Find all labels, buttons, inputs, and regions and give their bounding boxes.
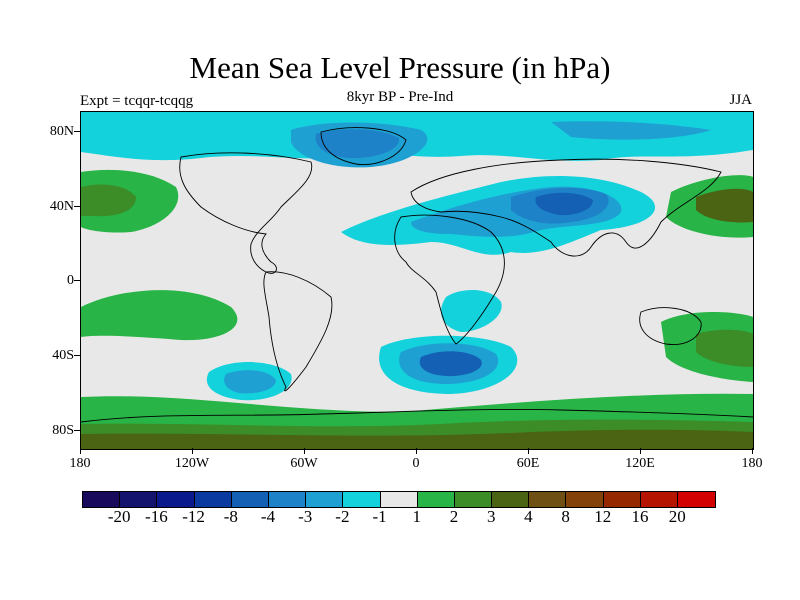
y-tick-label: 40N <box>49 199 74 214</box>
anomaly-map <box>81 112 753 449</box>
anomaly-region-np-east-core <box>81 184 136 217</box>
anomaly-region-africa-south <box>441 290 502 332</box>
colorbar-label: -2 <box>335 507 350 526</box>
colorbar-label: 1 <box>412 507 422 526</box>
coast-greenland <box>320 127 407 165</box>
anomaly-region-np-west-core <box>696 188 753 223</box>
y-tick-mark <box>74 430 80 431</box>
colorbar-box <box>566 492 604 507</box>
colorbar-label: -4 <box>260 507 276 526</box>
x-tick-mark <box>192 448 193 454</box>
coast-australia <box>639 307 702 345</box>
coast-europe-asia <box>410 158 722 257</box>
map-subtitle: 8kyr BP - Pre-Ind <box>346 89 454 105</box>
colorbar-label: -16 <box>145 507 168 526</box>
anomaly-region-arctic-core <box>551 121 711 140</box>
map-plot-area <box>80 111 754 450</box>
colorbar-box <box>231 492 269 507</box>
colorbar-label: 4 <box>524 507 533 526</box>
colorbar-label: -20 <box>107 507 131 526</box>
x-tick-label: 180 <box>741 456 763 471</box>
x-tick-label: 0 <box>412 456 420 471</box>
colorbar-box <box>157 492 195 507</box>
colorbar-box <box>343 492 381 507</box>
colorbar-box <box>306 492 344 507</box>
colorbar-box <box>492 492 530 507</box>
coast-africa <box>394 214 505 345</box>
colorbar-box <box>454 492 493 507</box>
colorbar-label: 2 <box>449 507 459 526</box>
colorbar-label: 3 <box>486 507 496 526</box>
anomaly-region-se-pacific-core <box>224 370 276 394</box>
x-tick-label: 180 <box>69 456 91 471</box>
colorbar-box <box>120 492 158 507</box>
x-tick-label: 120W <box>174 456 210 471</box>
colorbar-box <box>268 492 307 507</box>
anomaly-region-south-pacific <box>81 290 238 341</box>
colorbar-label: 8 <box>561 507 570 526</box>
x-tick-mark <box>528 448 529 454</box>
colorbar-box <box>529 492 567 507</box>
anomaly-region-asia-deep <box>535 192 593 216</box>
x-tick-mark <box>304 448 305 454</box>
y-tick-mark <box>74 280 80 281</box>
y-tick-label: 0 <box>67 273 74 288</box>
experiment-label: Expt = tcqqr-tcqqg <box>80 93 194 109</box>
x-tick-label: 60W <box>290 456 318 471</box>
x-tick-mark <box>416 448 417 454</box>
y-tick-mark <box>74 206 80 207</box>
y-tick-label: 40S <box>52 348 74 363</box>
colorbar-label: 20 <box>668 507 686 526</box>
x-tick-label: 60E <box>516 456 540 471</box>
anomaly-region-tasman-core <box>696 329 753 367</box>
colorbar-box <box>380 492 418 507</box>
x-tick-mark <box>80 448 81 454</box>
anomaly-region-greenland-core <box>315 129 400 159</box>
colorbar-label: 12 <box>594 507 612 526</box>
colorbar-box <box>417 492 455 507</box>
y-tick-mark <box>74 355 80 356</box>
colorbar-box <box>83 492 121 507</box>
anomaly-region-antarctica-core <box>81 429 753 449</box>
coast-antarctica <box>81 409 753 423</box>
colorbar <box>82 491 717 508</box>
colorbar-box <box>678 492 716 507</box>
x-tick-mark <box>640 448 641 454</box>
x-tick-label: 120E <box>625 456 655 471</box>
coast-south-america <box>263 271 333 392</box>
map-title: Mean Sea Level Pressure (in hPa) <box>189 50 611 85</box>
colorbar-label: 16 <box>631 507 649 526</box>
y-tick-label: 80S <box>52 423 74 438</box>
coast-north-america <box>179 152 313 274</box>
coastlines <box>81 127 753 423</box>
colorbar-box <box>640 492 678 507</box>
colorbar-box <box>194 492 232 507</box>
y-tick-mark <box>74 131 80 132</box>
colorbar-label: -12 <box>182 507 205 526</box>
colorbar-label: -3 <box>298 507 313 526</box>
colorbar-box <box>603 492 641 507</box>
colorbar-label: -8 <box>223 507 238 526</box>
anomaly-region-south-atlantic-core <box>419 351 482 377</box>
colorbar-label: -1 <box>372 507 387 526</box>
x-tick-mark <box>752 448 753 454</box>
season-label: JJA <box>729 92 752 108</box>
map-background <box>81 112 753 449</box>
y-tick-label: 80N <box>49 124 74 139</box>
